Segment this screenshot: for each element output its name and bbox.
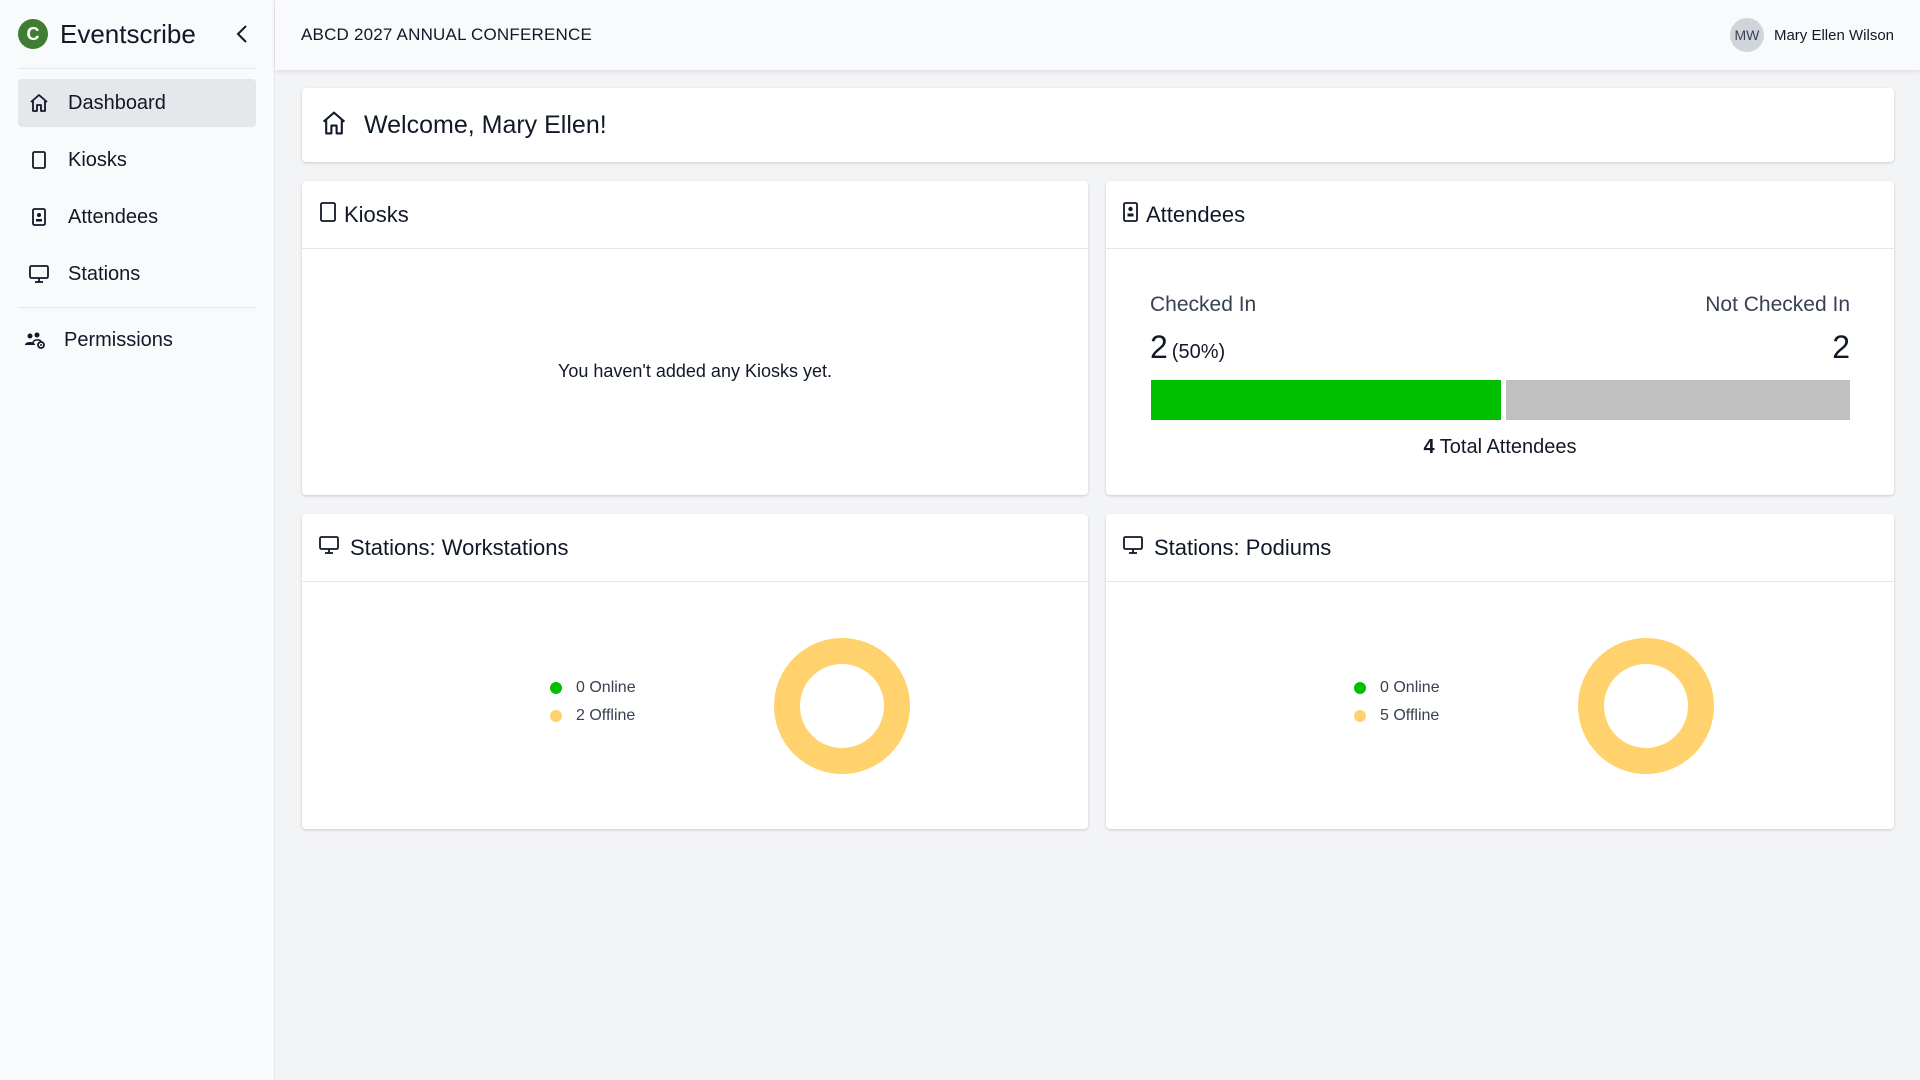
card-title: Kiosks bbox=[344, 201, 409, 227]
attendance-progress-bar bbox=[1151, 380, 1850, 420]
home-icon bbox=[28, 92, 50, 114]
user-name: Mary Ellen Wilson bbox=[1773, 26, 1894, 44]
offline-segment bbox=[774, 638, 910, 774]
total-attendees-count: 4 bbox=[1423, 436, 1435, 458]
attendees-card: Attendees Checked In Not Checked In 2 (50… bbox=[1106, 181, 1894, 495]
chevron-left-icon bbox=[236, 25, 247, 43]
tablet-icon bbox=[318, 201, 338, 228]
status-legend: 0 Online 2 Offline bbox=[550, 674, 636, 730]
tablet-icon bbox=[28, 149, 50, 171]
sidebar-item-kiosks[interactable]: Kiosks bbox=[18, 136, 256, 184]
legend-offline-label: 2 Offline bbox=[576, 707, 636, 724]
badge-icon bbox=[1122, 201, 1140, 228]
checked-in-count: 2 bbox=[1150, 329, 1168, 365]
empty-message: You haven't added any Kiosks yet. bbox=[558, 361, 832, 381]
welcome-card: Welcome, Mary Ellen! bbox=[302, 88, 1894, 162]
card-header: Stations: Workstations bbox=[302, 514, 1088, 582]
checked-in-bar bbox=[1151, 380, 1501, 420]
users-gear-icon bbox=[24, 329, 46, 351]
total-attendees: 4 Total Attendees bbox=[1106, 436, 1894, 459]
home-icon bbox=[320, 110, 348, 141]
monitor-icon bbox=[1122, 535, 1144, 560]
workstations-card: Stations: Workstations 0 Online 2 Offlin… bbox=[302, 514, 1088, 829]
legend-online: 0 Online bbox=[550, 674, 636, 702]
event-title: ABCD 2027 ANNUAL CONFERENCE bbox=[301, 25, 593, 44]
card-title: Stations: Podiums bbox=[1154, 534, 1332, 560]
not-checked-in-bar bbox=[1505, 380, 1850, 420]
legend-online: 0 Online bbox=[1354, 674, 1440, 702]
avatar: MW bbox=[1729, 18, 1764, 52]
legend-online-label: 0 Online bbox=[1380, 679, 1440, 696]
legend-offline-label: 5 Offline bbox=[1380, 707, 1440, 724]
status-legend: 0 Online 5 Offline bbox=[1354, 674, 1440, 730]
checked-in-label: Checked In bbox=[1150, 293, 1257, 316]
offline-dot bbox=[1354, 710, 1366, 722]
brand: C Eventscribe bbox=[0, 0, 274, 68]
offline-dot bbox=[550, 710, 562, 722]
sidebar-item-label: Kiosks bbox=[68, 148, 127, 171]
sidebar-item-stations[interactable]: Stations bbox=[18, 250, 256, 298]
monitor-icon bbox=[28, 263, 50, 285]
card-title: Attendees bbox=[1146, 201, 1246, 227]
podiums-card: Stations: Podiums 0 Online 5 Offline bbox=[1106, 514, 1894, 829]
sidebar: C Eventscribe Dashboard Kiosks Attendees bbox=[0, 0, 275, 1080]
topbar: ABCD 2027 ANNUAL CONFERENCE MW Mary Elle… bbox=[275, 0, 1920, 70]
sidebar-item-attendees[interactable]: Attendees bbox=[18, 193, 256, 241]
sidebar-item-label: Attendees bbox=[68, 205, 159, 228]
sidebar-divider bbox=[18, 68, 256, 69]
sidebar-nav: Dashboard Kiosks Attendees Stations bbox=[0, 69, 274, 298]
legend-offline: 5 Offline bbox=[1354, 702, 1440, 730]
not-checked-in-label: Not Checked In bbox=[1705, 293, 1850, 316]
workstations-donut-chart bbox=[774, 638, 910, 774]
card-header: Attendees bbox=[1106, 181, 1894, 249]
podiums-donut-chart bbox=[1578, 638, 1714, 774]
sidebar-item-label: Stations bbox=[68, 262, 141, 285]
not-checked-in-count: 2 bbox=[1832, 329, 1850, 365]
sidebar-item-dashboard[interactable]: Dashboard bbox=[18, 79, 256, 127]
sidebar-divider bbox=[18, 307, 256, 308]
card-header: Kiosks bbox=[302, 181, 1088, 249]
kiosks-card: Kiosks You haven't added any Kiosks yet. bbox=[302, 181, 1088, 495]
collapse-sidebar-button[interactable] bbox=[230, 22, 254, 46]
online-dot bbox=[1354, 682, 1366, 694]
page-title: Welcome, Mary Ellen! bbox=[364, 110, 607, 139]
sidebar-item-permissions[interactable]: Permissions bbox=[18, 316, 256, 364]
offline-segment bbox=[1578, 638, 1714, 774]
legend-online-label: 0 Online bbox=[576, 679, 636, 696]
sidebar-item-label: Permissions bbox=[64, 328, 173, 351]
brand-name: Eventscribe bbox=[60, 18, 196, 49]
online-dot bbox=[550, 682, 562, 694]
card-title: Stations: Workstations bbox=[350, 534, 569, 560]
checked-in-percent: (50%) bbox=[1171, 341, 1226, 363]
sidebar-nav-secondary: Permissions bbox=[0, 308, 274, 364]
legend-offline: 2 Offline bbox=[550, 702, 636, 730]
total-attendees-label: Total Attendees bbox=[1439, 436, 1577, 458]
sidebar-item-label: Dashboard bbox=[68, 91, 166, 114]
checked-in-value: 2 (50%) bbox=[1150, 329, 1225, 366]
card-header: Stations: Podiums bbox=[1106, 514, 1894, 582]
monitor-icon bbox=[318, 535, 340, 560]
user-menu[interactable]: MW Mary Ellen Wilson bbox=[1729, 18, 1894, 52]
brand-logo: C bbox=[18, 19, 48, 49]
badge-icon bbox=[28, 206, 50, 228]
